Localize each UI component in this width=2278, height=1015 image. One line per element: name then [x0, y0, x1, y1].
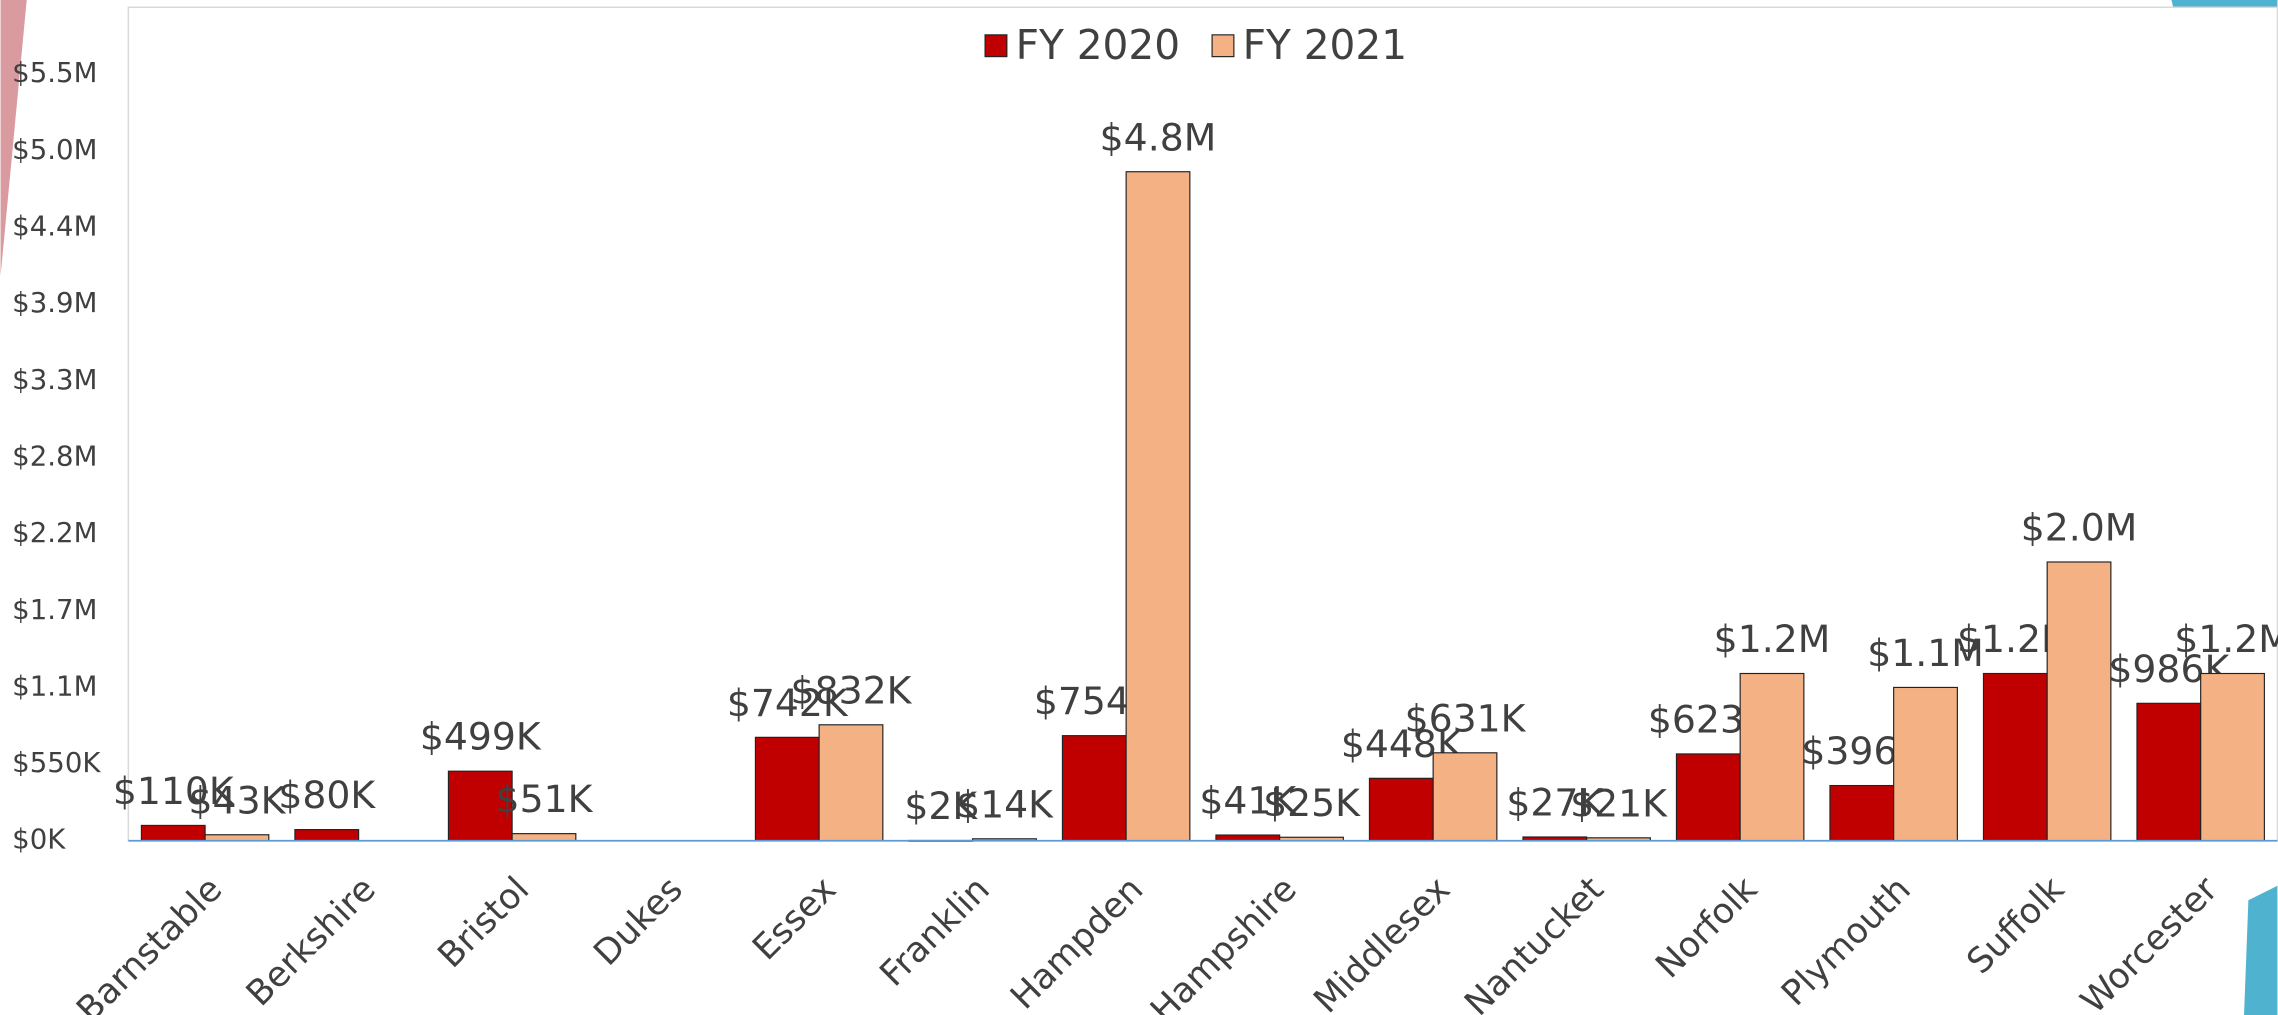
- y-tick-label: $1.1M: [12, 669, 97, 702]
- y-tick-label: $5.0M: [12, 133, 97, 166]
- decoration: [2244, 885, 2278, 1015]
- bar: [1125, 171, 1191, 842]
- data-label: $631K: [1405, 696, 1527, 740]
- bar: [1893, 686, 1958, 842]
- y-tick-label: $1.7M: [12, 593, 97, 626]
- data-label: $4.8M: [1100, 115, 1217, 159]
- bar: [1829, 784, 1895, 842]
- data-label: $742K: [727, 681, 849, 725]
- bar: [818, 724, 884, 842]
- y-tick-label: $5.5M: [12, 56, 97, 89]
- x-tick-label: Franklin: [873, 869, 998, 994]
- x-tick-label: Suffolk: [1960, 869, 2073, 982]
- legend-label: FY 2021: [1243, 21, 1408, 69]
- bar: [1368, 777, 1434, 842]
- bar: [447, 770, 513, 842]
- bar: [2136, 702, 2202, 842]
- bar: [1432, 752, 1498, 842]
- x-tick-label: Bristol: [431, 869, 538, 976]
- data-label: $25K: [1263, 781, 1361, 825]
- x-tick-label: Hampden: [1003, 869, 1151, 1015]
- data-label: $2.0M: [2021, 506, 2138, 550]
- bar: [294, 829, 360, 842]
- y-tick-label: $2.8M: [12, 439, 97, 472]
- data-label: $14K: [956, 782, 1054, 826]
- bar: [2046, 561, 2112, 842]
- data-label: $1.1M: [1867, 631, 1984, 675]
- x-tick-label: Middlesex: [1306, 869, 1458, 1015]
- x-tick-label: Hampshire: [1143, 869, 1305, 1015]
- bar: [140, 824, 206, 842]
- x-tick-label: Norfolk: [1648, 869, 1765, 986]
- bar: [1675, 753, 1741, 842]
- x-tick-label: Barnstable: [69, 869, 230, 1015]
- legend-swatch: [984, 34, 1008, 58]
- y-tick-label: $0K: [12, 823, 66, 856]
- bar: [1739, 672, 1805, 842]
- y-tick-label: $3.9M: [12, 286, 97, 319]
- x-tick-label: Worcester: [2073, 869, 2226, 1015]
- bar: [754, 736, 820, 842]
- bar: [2200, 672, 2265, 842]
- legend-swatch: [1211, 34, 1235, 58]
- data-label: $51K: [496, 777, 594, 821]
- data-label: $21K: [1570, 781, 1668, 825]
- data-label: $43K: [189, 778, 287, 822]
- data-label: $41K: [1199, 779, 1297, 823]
- legend-label: FY 2020: [1016, 21, 1181, 69]
- y-tick-label: $4.4M: [12, 209, 97, 242]
- data-label: $110K: [113, 769, 235, 813]
- data-label: $499K: [420, 715, 542, 759]
- x-tick-label: Essex: [745, 869, 844, 968]
- data-label: $2K: [904, 784, 978, 828]
- x-tick-label: Plymouth: [1774, 869, 1918, 1013]
- bar: [204, 834, 270, 842]
- data-label: $80K: [278, 773, 376, 817]
- y-tick-label: $550K: [12, 746, 101, 779]
- x-tick-label: Berkshire: [239, 869, 384, 1014]
- data-label: $1.2M: [1714, 617, 1831, 661]
- bar: [1061, 735, 1127, 842]
- y-tick-label: $2.2M: [12, 516, 97, 549]
- decoration: [0, 0, 27, 276]
- data-label: $1.2M: [2174, 617, 2278, 661]
- x-tick-label: Dukes: [586, 869, 690, 973]
- bar: [1982, 672, 2048, 842]
- y-tick-label: $3.3M: [12, 363, 97, 396]
- x-tick-label: Nantucket: [1457, 869, 1611, 1015]
- data-label: $832K: [791, 668, 913, 712]
- data-label: $27K: [1506, 781, 1604, 825]
- bar: [511, 833, 577, 842]
